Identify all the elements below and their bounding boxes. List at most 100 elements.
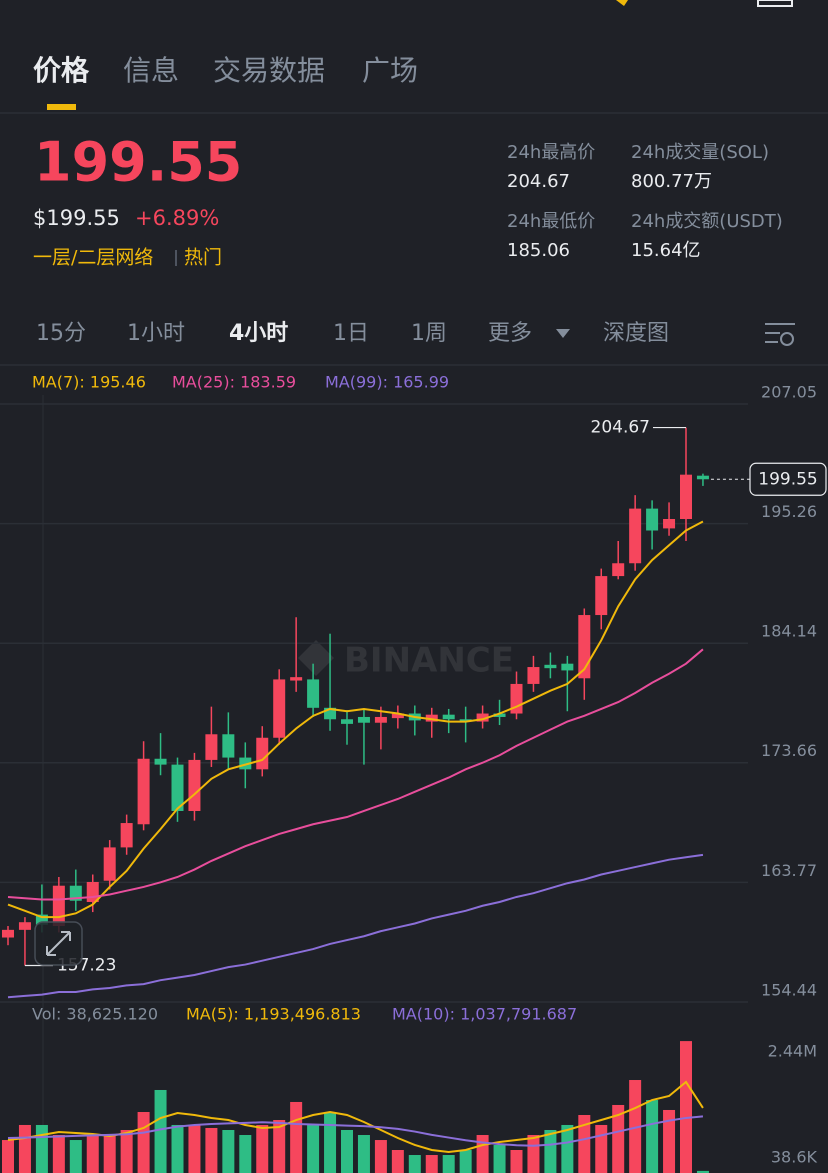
ma-line [7, 648, 704, 901]
interval-more[interactable]: 更多 [488, 321, 532, 346]
y-tick-label: 195.26 [761, 502, 817, 521]
expand-button[interactable] [34, 921, 83, 966]
price-change: +6.89% [135, 206, 219, 230]
stat-label: 24h成交量(SOL) [631, 142, 769, 163]
candle-body [239, 757, 252, 770]
legend-entry: MA(7): 195.46 [32, 373, 146, 392]
candle-body [663, 519, 676, 529]
last-price: 199.55 [34, 131, 242, 194]
candle-body [307, 679, 320, 708]
y-tick-label: 184.14 [761, 622, 817, 641]
candle-body [154, 758, 167, 765]
candle-body [357, 716, 370, 723]
volume-bar [290, 1101, 303, 1173]
volume-bar [476, 1135, 489, 1173]
volume-bar [578, 1115, 591, 1173]
volume-bar [2, 1140, 14, 1173]
settings-icon[interactable] [765, 323, 795, 346]
volume-bar [154, 1089, 167, 1173]
favorite-icon[interactable] [616, 0, 628, 6]
interval[interactable]: 1小时 [127, 321, 185, 346]
interval[interactable]: 15分 [36, 321, 86, 346]
candle-body [391, 713, 404, 719]
high-label: 204.67 [591, 418, 650, 438]
y-tick-label: 207.05 [761, 383, 817, 402]
stat-label: 24h成交额(USDT) [631, 211, 783, 232]
candle-body [256, 737, 269, 770]
dropdown-arrow [556, 329, 570, 338]
volume-bar [256, 1124, 269, 1173]
volume-bar [459, 1149, 472, 1173]
volume-bar [357, 1135, 370, 1173]
volume-bar [35, 1124, 48, 1173]
tab[interactable]: 信息 [123, 54, 179, 87]
candle-body [273, 679, 286, 738]
tag[interactable]: 一层/二层网络 [33, 247, 153, 269]
candle-body [629, 508, 642, 564]
volume-bar [120, 1129, 133, 1173]
volume-bar [595, 1124, 608, 1173]
tab[interactable]: 交易数据 [213, 54, 325, 87]
candle-body [69, 885, 82, 901]
candle-body [341, 719, 353, 724]
candle-body [561, 663, 574, 671]
candle-body [2, 929, 14, 938]
tab-active[interactable]: 价格 [33, 54, 90, 87]
tag[interactable]: 热门 [184, 247, 222, 269]
candle-body [120, 823, 133, 848]
intervals: 15分 1小时 4小时 1日 1周 更多 深度图 [36, 321, 795, 346]
y-tick-label: 163.77 [761, 861, 817, 880]
y-tick-label: 154.44 [761, 981, 817, 1000]
volume-bar [561, 1124, 574, 1173]
watermark: BINANCE [298, 640, 514, 681]
candle-body [290, 677, 303, 681]
volume-bar [629, 1080, 642, 1173]
interval-active[interactable]: 4小时 [229, 321, 288, 346]
candle-body [493, 713, 506, 717]
stat-value: 185.06 [507, 240, 570, 261]
volume-bar [103, 1135, 116, 1173]
candle-body [103, 847, 116, 881]
last-price-tag [749, 462, 827, 496]
volume-bar [273, 1120, 286, 1173]
candle-body [476, 713, 489, 722]
candle-body [324, 707, 337, 720]
volume-bar [52, 1135, 65, 1173]
y-tick-label: 2.44M [768, 1042, 817, 1061]
candle-body [171, 764, 184, 811]
legend-entry: MA(25): 183.59 [172, 373, 296, 392]
candle-body [205, 734, 218, 760]
volume-bar [222, 1129, 235, 1173]
volume-bar [680, 1041, 692, 1173]
candle-body [544, 664, 557, 669]
vol-legend-entry: Vol: 38,625.120 [32, 1005, 158, 1024]
volume-bar [544, 1129, 557, 1173]
candle-body [374, 716, 387, 723]
ma-line [7, 520, 704, 919]
stat-label: 24h最高价 [507, 142, 595, 163]
stats: 24h最高价 204.67 24h成交量(SOL) 800.77万 24h最低价… [507, 142, 783, 261]
interval[interactable]: 1日 [333, 321, 369, 346]
volume-bar [374, 1140, 387, 1173]
volume-ma-line [7, 1115, 704, 1147]
volume-bar [493, 1144, 506, 1173]
volume-bar [425, 1155, 438, 1173]
candle-body [222, 734, 235, 758]
legend-entry: MA(10): 1,037,791.687 [392, 1005, 577, 1024]
tab[interactable]: 广场 [362, 54, 418, 87]
candle-body [680, 474, 692, 520]
ma-legend: MA(7): 195.46 MA(25): 183.59 MA(99): 165… [32, 373, 449, 392]
watermark-text: BINANCE [344, 641, 514, 681]
candle-body [52, 885, 65, 927]
candle-body [137, 758, 150, 825]
y-tick-label: 38.6K [771, 1148, 818, 1167]
volume-bar [324, 1112, 337, 1173]
share-icon[interactable] [757, 0, 793, 7]
volume-bar [510, 1149, 523, 1173]
depth-chart[interactable]: 深度图 [603, 321, 669, 346]
volume-bar [391, 1149, 404, 1173]
interval[interactable]: 1周 [411, 321, 447, 346]
